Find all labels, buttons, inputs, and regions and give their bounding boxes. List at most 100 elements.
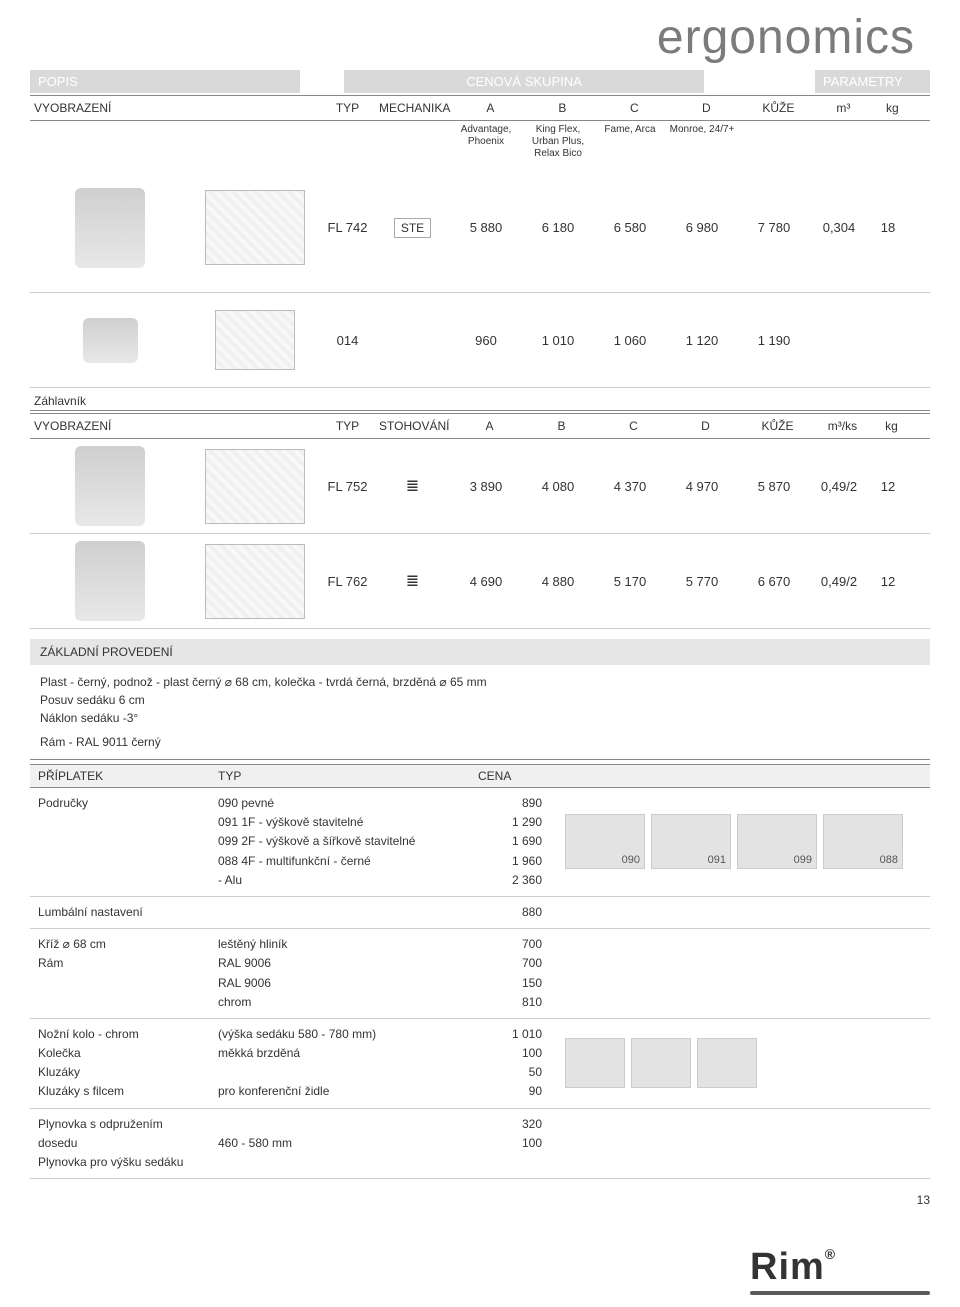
mech-box: STE [394, 218, 431, 238]
diagram-placeholder [215, 310, 295, 370]
thumb-placeholder [631, 1038, 691, 1088]
option-name: Područky [30, 794, 210, 890]
option-thumbs [550, 1115, 930, 1173]
col-kuze: KŮŽE [742, 96, 814, 120]
col-vyobrazeni: VYOBRAZENÍ [30, 96, 190, 120]
option-prices: 880 [470, 903, 550, 922]
option-types: (výška sedáku 580 - 780 mm)měkká brzděná… [210, 1025, 470, 1102]
col-stoh: STOHOVÁNÍ [375, 414, 453, 438]
col-kg: kg [872, 96, 912, 120]
option-prices: 1 0101005090 [470, 1025, 550, 1102]
val-m3: 0,49/2 [810, 479, 868, 494]
headrest-image-placeholder [83, 318, 138, 363]
footer: Rim® [750, 1246, 930, 1295]
val-b: 4 880 [522, 574, 594, 589]
pripl-h1: PŘÍPLATEK [30, 765, 210, 787]
header-param: PARAMETRY [815, 70, 930, 93]
diagram-placeholder [205, 190, 305, 265]
val-c: 6 580 [594, 220, 666, 235]
col-c: C [598, 96, 670, 120]
stack-icon: ≣ [406, 571, 419, 591]
diagram-placeholder [205, 544, 305, 619]
col-typ2: TYP [320, 414, 375, 438]
thumb-placeholder: 088 [823, 814, 903, 869]
priplatek-header: PŘÍPLATEK TYP CENA [30, 764, 930, 788]
val-d: 6 980 [666, 220, 738, 235]
page-number: 13 [917, 1193, 930, 1207]
col-c2: C [597, 414, 669, 438]
option-thumbs [550, 1025, 930, 1102]
col-d2: D [669, 414, 741, 438]
sub-c: Fame, Arca [594, 121, 666, 163]
header-cenova: CENOVÁ SKUPINA [344, 70, 704, 93]
thumb-placeholder [565, 1038, 625, 1088]
val-kg: 12 [868, 479, 908, 494]
thumb-label: 088 [880, 854, 898, 866]
col-d: D [670, 96, 742, 120]
registered-icon: ® [825, 1246, 836, 1262]
val-kg: 18 [868, 220, 908, 235]
val-b: 1 010 [522, 333, 594, 348]
col-a: A [454, 96, 526, 120]
option-thumbs [550, 935, 930, 1012]
stack-icon: ≣ [406, 476, 419, 496]
val-d: 5 770 [666, 574, 738, 589]
zaklad-line: Rám - RAL 9011 černý [40, 733, 920, 751]
chair-image-placeholder [75, 541, 145, 621]
option-name: Lumbální nastavení [30, 903, 210, 922]
logo-underline [750, 1291, 930, 1295]
col-m3ks: m³/ks [813, 414, 871, 438]
val-kuze: 5 870 [738, 479, 810, 494]
option-name: Nožní kolo - chromKolečkaKluzákyKluzáky … [30, 1025, 210, 1102]
option-name: Kříž ⌀ 68 cmRám [30, 935, 210, 1012]
val-kg: 12 [868, 574, 908, 589]
val-b: 4 080 [522, 479, 594, 494]
product-row-014: 014 960 1 010 1 060 1 120 1 190 [30, 293, 930, 388]
zakladni-header: ZÁKLADNÍ PROVEDENÍ [30, 639, 930, 665]
option-row: Lumbální nastavení 880 [30, 897, 930, 929]
val-d: 4 970 [666, 479, 738, 494]
pripl-h2: TYP [210, 765, 470, 787]
col-b2: B [525, 414, 597, 438]
val-kuze: 1 190 [738, 333, 810, 348]
val-typ: FL 762 [320, 574, 375, 589]
option-row: Plynovka s odpružením doseduPlynovka pro… [30, 1109, 930, 1180]
zaklad-line: Plast - černý, podnož - plast černý ⌀ 68… [40, 673, 920, 691]
option-types: 460 - 580 mm [210, 1115, 470, 1173]
zahlavnik-label: Záhlavník [30, 388, 930, 411]
col-b: B [526, 96, 598, 120]
option-row: Kříž ⌀ 68 cmRámleštěný hliníkRAL 9006RAL… [30, 929, 930, 1019]
price-group-labels: Advantage, Phoenix King Flex, Urban Plus… [30, 121, 930, 163]
sub-b: King Flex, Urban Plus, Relax Bico [522, 121, 594, 163]
val-a: 960 [450, 333, 522, 348]
section-header-bar: POPIS CENOVÁ SKUPINA PARAMETRY [30, 70, 930, 93]
product-row-fl752: FL 752 ≣ 3 890 4 080 4 370 4 970 5 870 0… [30, 439, 930, 534]
diagram-placeholder [205, 449, 305, 524]
thumb-label: 090 [622, 854, 640, 866]
product-row-fl762: FL 762 ≣ 4 690 4 880 5 170 5 770 6 670 0… [30, 534, 930, 629]
column-header-row: VYOBRAZENÍ TYP MECHANIKA A B C D KŮŽE m³… [30, 95, 930, 121]
val-a: 5 880 [450, 220, 522, 235]
col-typ: TYP [320, 96, 375, 120]
chair-image-placeholder [75, 188, 145, 268]
thumb-placeholder: 099 [737, 814, 817, 869]
val-a: 4 690 [450, 574, 522, 589]
option-thumbs [550, 903, 930, 922]
col-kuze2: KŮŽE [741, 414, 813, 438]
val-d: 1 120 [666, 333, 738, 348]
thumb-placeholder: 091 [651, 814, 731, 869]
col-vyob2: VYOBRAZENÍ [30, 414, 190, 438]
product-row-fl742: FL 742 STE 5 880 6 180 6 580 6 980 7 780… [30, 163, 930, 293]
chair-image-placeholder [75, 446, 145, 526]
option-prices: 320100 [470, 1115, 550, 1173]
option-row: Područky090 pevné091 1F - výškově stavit… [30, 788, 930, 897]
val-m3: 0,304 [810, 220, 868, 235]
thumb-label: 099 [794, 854, 812, 866]
header-popis: POPIS [30, 70, 300, 93]
val-typ: 014 [320, 333, 375, 348]
col-mechanika: MECHANIKA [375, 96, 454, 120]
val-m3: 0,49/2 [810, 574, 868, 589]
option-types: 090 pevné091 1F - výškově stavitelné099 … [210, 794, 470, 890]
val-kuze: 7 780 [738, 220, 810, 235]
zakladni-body: Plast - černý, podnož - plast černý ⌀ 68… [30, 665, 930, 760]
